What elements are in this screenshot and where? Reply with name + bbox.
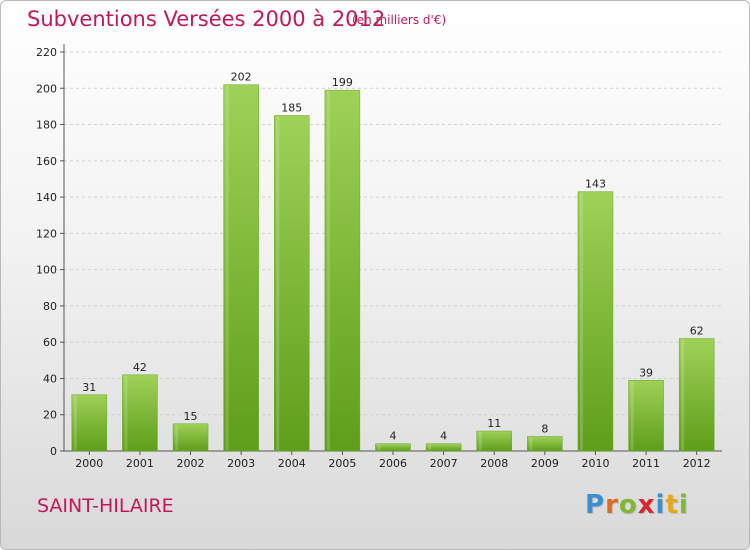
bar-highlight [225, 85, 229, 451]
value-label-2008: 11 [487, 417, 501, 430]
bar-2009 [527, 436, 563, 452]
value-label-2003: 202 [231, 71, 252, 84]
bar-highlight [478, 432, 482, 450]
y-tick-label: 60 [43, 336, 57, 349]
x-tick-label-2008: 2008 [480, 457, 508, 470]
value-label-2012: 62 [690, 325, 704, 338]
y-tick-label: 40 [43, 372, 57, 385]
bar-highlight [175, 424, 179, 450]
y-tick-label: 120 [36, 227, 57, 240]
bar-2008 [476, 430, 512, 452]
x-tick-label-2007: 2007 [430, 457, 458, 470]
y-tick-label: 200 [36, 82, 57, 95]
x-tick-label-2002: 2002 [177, 457, 205, 470]
proxiti-logo: Proxiti [585, 490, 689, 520]
x-tick-label-2011: 2011 [632, 457, 660, 470]
bar-2000 [71, 394, 108, 452]
bar-2005 [324, 89, 361, 452]
place-name: SAINT-HILAIRE [37, 495, 174, 517]
chart-subtitle: (en milliers d'€) [352, 13, 447, 27]
bar-highlight [529, 437, 533, 450]
logo-letter: r [605, 490, 619, 520]
bar-highlight [579, 192, 583, 450]
x-tick-label-2005: 2005 [328, 457, 356, 470]
x-tick-label-2003: 2003 [227, 457, 255, 470]
x-tick-label-2006: 2006 [379, 457, 407, 470]
bar-2011 [628, 380, 664, 452]
labels: 0 20 40 60 80 100 120 140 160 180 200 220 31 2000 42 20… [36, 46, 711, 470]
bar-highlight [276, 116, 280, 451]
x-tick-label-2004: 2004 [278, 457, 306, 470]
bar-2007 [425, 443, 462, 452]
value-label-2011: 39 [639, 366, 653, 379]
grid-lines [64, 51, 722, 416]
y-tick-label: 160 [36, 155, 57, 168]
chart-title: Subventions Versées 2000 à 2012 [27, 7, 386, 31]
x-tick-label-2009: 2009 [531, 457, 559, 470]
logo-letter: i [655, 490, 666, 520]
y-tick-label: 20 [43, 409, 57, 422]
axes [60, 44, 722, 455]
logo-letter: i [678, 490, 689, 520]
bar-highlight [428, 444, 432, 450]
value-label-2000: 31 [82, 381, 96, 394]
value-label-2010: 143 [585, 178, 606, 191]
y-tick-label: 80 [43, 300, 57, 313]
y-tick-label: 140 [36, 191, 57, 204]
bar-2001 [122, 374, 158, 452]
bar-2012 [678, 338, 715, 452]
value-label-2001: 42 [133, 361, 147, 374]
y-tick-label: 180 [36, 119, 57, 132]
value-label-2004: 185 [281, 101, 302, 114]
bar-highlight [326, 91, 330, 450]
y-tick-label: 0 [50, 445, 57, 458]
logo-letter: x [637, 490, 656, 520]
value-label-2005: 199 [332, 76, 353, 89]
logo-letter: t [665, 490, 679, 520]
value-label-2002: 15 [184, 410, 198, 423]
x-tick-label-2010: 2010 [581, 457, 609, 470]
x-tick-label-2000: 2000 [75, 457, 103, 470]
y-tick-label: 220 [36, 46, 57, 59]
value-label-2009: 8 [541, 422, 548, 435]
bar-2004 [274, 115, 310, 452]
bar-highlight [630, 381, 634, 450]
bar-2003 [223, 84, 259, 452]
logo-letter: o [618, 490, 638, 520]
logo-letter: P [585, 490, 606, 520]
bar-highlight [681, 339, 685, 450]
x-tick-label-2012: 2012 [683, 457, 711, 470]
bar-highlight [124, 375, 128, 450]
bar-highlight [73, 395, 77, 450]
bar-2002 [172, 423, 209, 452]
y-tick-label: 100 [36, 264, 57, 277]
bars [71, 84, 715, 452]
bar-2006 [375, 443, 411, 452]
x-tick-label-2001: 2001 [126, 457, 154, 470]
value-label-2006: 4 [390, 430, 397, 443]
bar-2010 [577, 191, 614, 452]
value-label-2007: 4 [440, 430, 447, 443]
bar-highlight [377, 444, 381, 450]
